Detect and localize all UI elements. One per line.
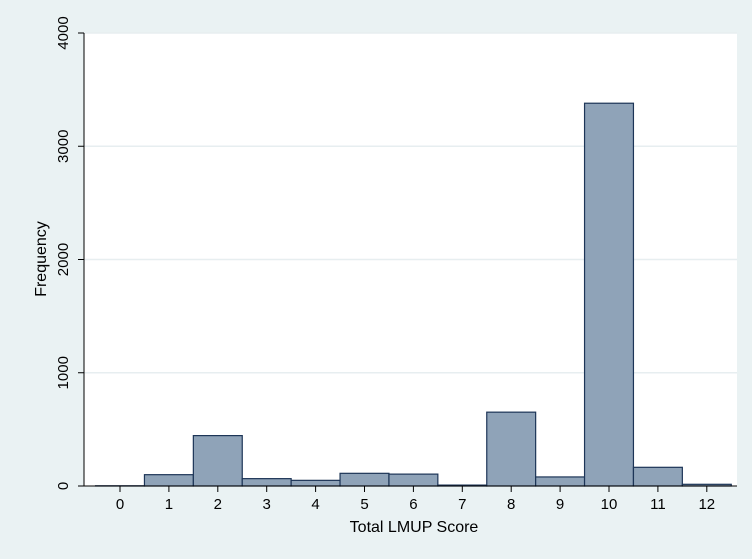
- x-tick-label: 6: [409, 496, 417, 513]
- bar-4: [291, 480, 340, 486]
- x-tick-label: 12: [698, 496, 715, 513]
- bar-11: [633, 467, 682, 486]
- y-tick-label: 3000: [55, 130, 72, 163]
- x-tick-label: 2: [214, 496, 222, 513]
- bar-3: [242, 479, 291, 486]
- x-tick-label: 7: [458, 496, 466, 513]
- bar-6: [389, 474, 438, 486]
- bar-10: [585, 103, 634, 486]
- y-tick-label: 1000: [55, 356, 72, 389]
- bar-5: [340, 473, 389, 486]
- x-tick-label: 11: [650, 496, 666, 513]
- y-tick-label: 0: [55, 482, 72, 490]
- bar-9: [536, 477, 585, 486]
- x-tick-label: 8: [507, 496, 515, 513]
- y-tick-label: 4000: [55, 16, 72, 49]
- x-tick-label: 0: [116, 496, 124, 513]
- y-tick-label: 2000: [55, 243, 72, 276]
- x-axis-label: Total LMUP Score: [350, 519, 479, 536]
- y-axis-label: Frequency: [33, 221, 50, 297]
- x-tick-label: 5: [360, 496, 368, 513]
- x-tick-label: 9: [556, 496, 564, 513]
- x-tick-label: 1: [165, 496, 173, 513]
- bar-8: [487, 412, 536, 486]
- x-tick-label: 10: [601, 496, 618, 513]
- bar-2: [193, 436, 242, 486]
- bar-1: [144, 475, 193, 486]
- x-tick-label: 3: [263, 496, 271, 513]
- x-tick-label: 4: [311, 496, 319, 513]
